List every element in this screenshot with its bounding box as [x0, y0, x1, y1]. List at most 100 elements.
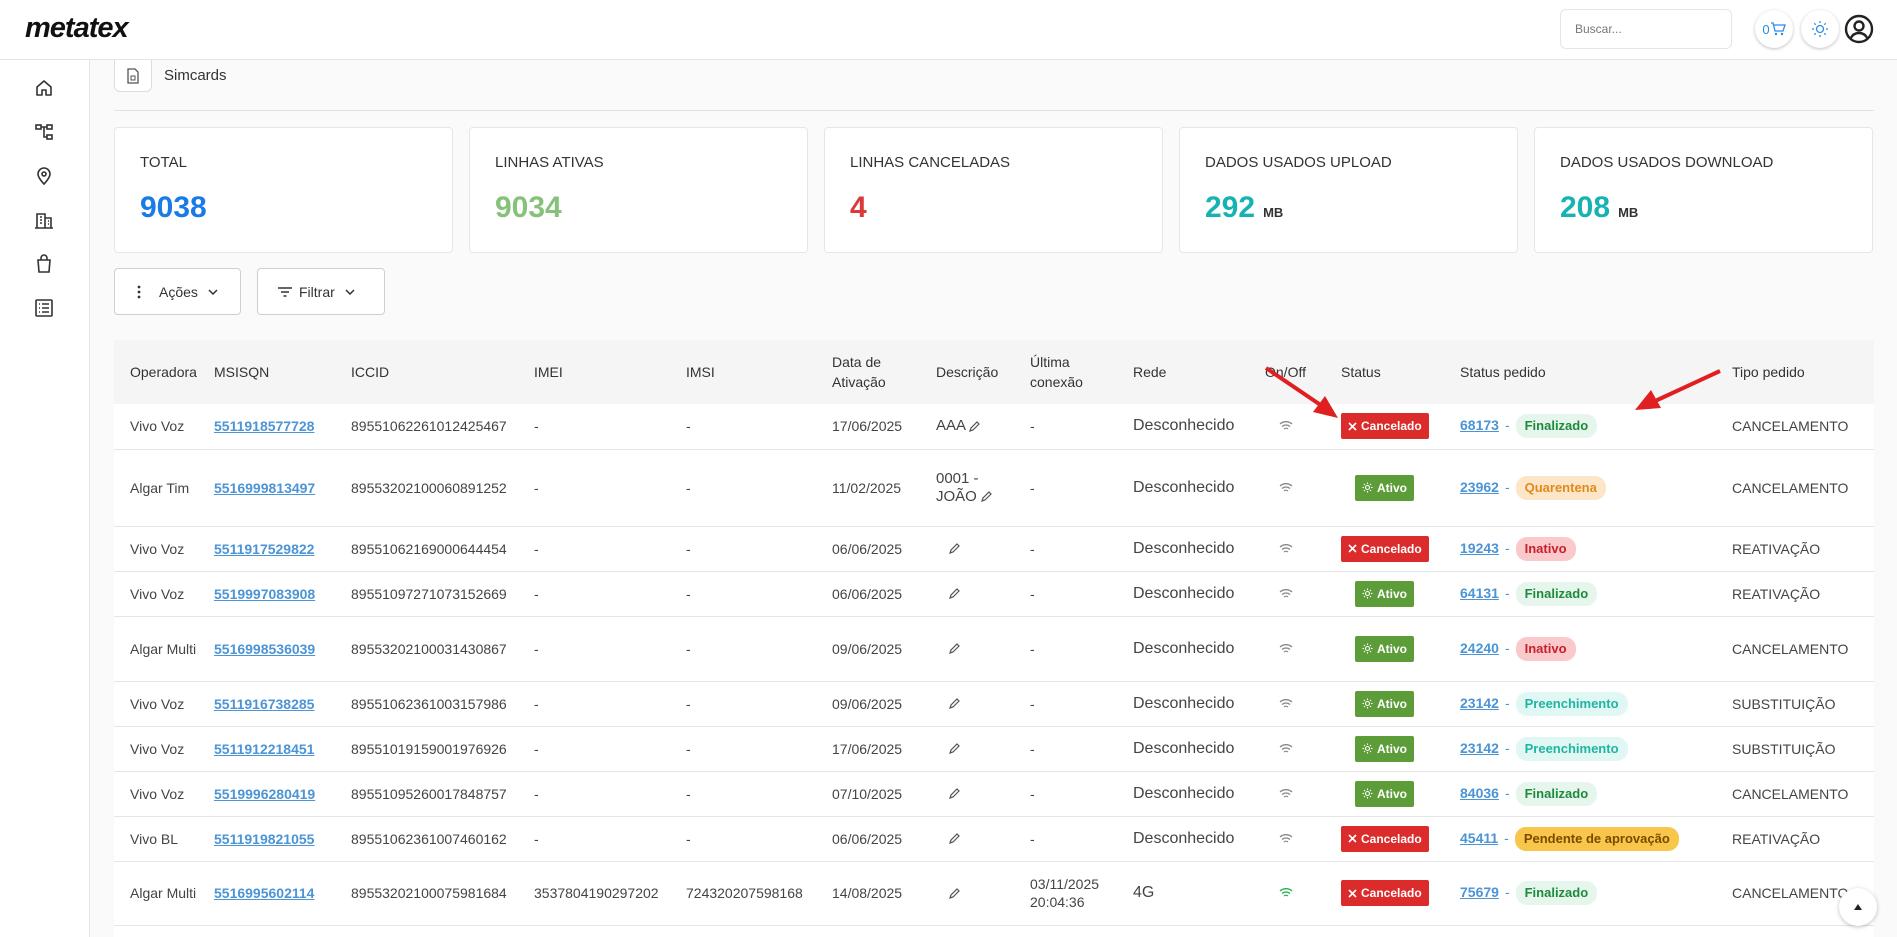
sidebar-item-buildings[interactable] [31, 207, 57, 233]
column-header[interactable]: Status pedido [1460, 364, 1546, 380]
table-row[interactable]: Vivo BL 5511919821055 89551062361007460162… [114, 816, 1874, 862]
edit-icon[interactable] [949, 788, 960, 799]
msisdn-link[interactable]: 5516998536039 [214, 640, 316, 657]
column-header[interactable]: Tipo pedido [1732, 364, 1805, 380]
sidebar-item-list[interactable] [31, 295, 57, 321]
table-row[interactable]: Algar Tim 5516999813497 895532021000608912… [114, 449, 1874, 527]
edit-icon[interactable] [969, 420, 981, 432]
column-header[interactable]: Status [1341, 364, 1381, 380]
actions-button[interactable]: Ações [114, 268, 241, 315]
sidebar-item-location[interactable] [31, 163, 57, 189]
cart-button[interactable]: 0 [1755, 10, 1793, 48]
pedido-link[interactable]: 75679 [1460, 884, 1499, 900]
table-row[interactable]: Algar Multi 5516995602114 8955320210007598… [114, 861, 1874, 926]
cell-status: Ativo [1325, 771, 1444, 817]
x-icon [1348, 888, 1357, 898]
column-header[interactable]: Descrição [936, 364, 999, 380]
separator: - [1504, 784, 1510, 801]
edit-icon[interactable] [949, 887, 960, 899]
msisdn-link[interactable]: 5511916738285 [214, 695, 315, 712]
edit-icon[interactable] [981, 491, 992, 502]
cell-imei: - [518, 681, 670, 727]
column-header[interactable]: Rede [1133, 364, 1167, 380]
scroll-to-top-button[interactable] [1839, 888, 1877, 926]
column-header[interactable]: Data de Ativação [832, 354, 886, 390]
msisdn-link[interactable]: 5516995602114 [214, 885, 315, 901]
column-header[interactable]: IMSI [686, 364, 715, 380]
cell-status-pedido: 75679- Finalizado [1444, 861, 1716, 926]
column-header[interactable]: MSISQN [214, 364, 270, 380]
msisdn-link[interactable]: 5516999813497 [214, 479, 316, 496]
table-row[interactable]: Vivo Voz 5519997083908 8955109727107315266… [114, 571, 1874, 617]
table-row[interactable]: Vivo Voz 5511917529822 8955106216900064445… [114, 526, 1874, 572]
cell-rede: Desconhecido [1117, 404, 1249, 450]
cell-status-pedido: 19243- Inativo [1444, 526, 1716, 572]
pedido-link[interactable]: 23142 [1460, 739, 1499, 756]
cell-ultima-conexao: - [1014, 816, 1117, 862]
pedido-link[interactable]: 23962 [1460, 478, 1499, 495]
status-badge-label: Ativo [1377, 641, 1407, 656]
cell-operadora: Algar Multi [114, 861, 198, 926]
edit-icon[interactable] [949, 743, 960, 754]
cell-ultima-conexao: - [1014, 771, 1117, 817]
msisdn-link[interactable]: 5519997083908 [214, 585, 316, 602]
edit-icon[interactable] [949, 833, 960, 844]
stat-card-number: 9038 [140, 191, 207, 224]
wifi-offline-icon [1279, 482, 1293, 492]
wifi-offline-icon [1279, 588, 1293, 598]
theme-toggle-button[interactable] [1801, 10, 1839, 48]
sidebar-item-orders[interactable] [31, 251, 57, 277]
cell-rede: Desconhecido [1117, 771, 1249, 817]
msisdn-link[interactable]: 5511917529822 [214, 540, 315, 557]
wifi-offline-icon [1279, 543, 1293, 553]
edit-icon[interactable] [949, 698, 960, 709]
sidebar-item-home[interactable] [31, 75, 57, 101]
cell-data-ativacao: 09/06/2025 [816, 681, 920, 727]
pedido-link[interactable]: 24240 [1460, 639, 1499, 656]
table-row[interactable]: Algar Multi 5516998536039 8955320210003143… [114, 616, 1874, 682]
app-logo[interactable]: metatex [25, 12, 129, 44]
msisdn-link[interactable]: 5519996280419 [214, 785, 316, 802]
cell-on-off [1249, 449, 1325, 527]
column-header[interactable]: Última conexão [1030, 354, 1083, 390]
edit-icon[interactable] [949, 643, 960, 654]
msisdn-link[interactable]: 5511918577728 [214, 418, 315, 435]
cell-on-off [1249, 771, 1325, 817]
wifi-offline-icon [1279, 421, 1293, 430]
cell-iccid: 89551097271073152669 [335, 571, 518, 617]
edit-icon[interactable] [949, 588, 960, 599]
cell-status: Cancelado [1325, 526, 1444, 572]
cell-imei: - [518, 404, 670, 450]
table-row[interactable]: Vivo Voz 5511912218451 8955101915900197692… [114, 726, 1874, 772]
user-circle-icon[interactable] [1843, 13, 1875, 45]
cell-data-ativacao: 07/10/2025 [816, 771, 920, 817]
cell-imsi: - [670, 449, 816, 527]
search-input[interactable] [1560, 9, 1732, 49]
edit-icon[interactable] [949, 543, 960, 554]
table-row[interactable]: Vivo Voz 5511916738285 8955106236100315798… [114, 681, 1874, 727]
sidebar-item-hierarchy[interactable] [31, 119, 57, 145]
column-header[interactable]: ICCID [351, 364, 390, 380]
wifi-offline-icon [1279, 698, 1293, 708]
msisdn-link[interactable]: 5511919821055 [214, 830, 315, 847]
cell-status-pedido: 68173- Finalizado [1444, 404, 1716, 450]
filter-button[interactable]: Filtrar [257, 268, 385, 315]
cell-ultima-conexao: - [1014, 571, 1117, 617]
table-row[interactable]: Vivo Voz 5519996280419 8955109526001784875… [114, 771, 1874, 817]
wifi-offline-icon [1279, 743, 1293, 753]
stat-card-label: DADOS USADOS DOWNLOAD [1560, 154, 1774, 171]
msisdn-link[interactable]: 5511912218451 [214, 740, 315, 757]
column-header[interactable]: Operadora [130, 364, 197, 380]
cell-iccid: 89551062169000644454 [335, 526, 518, 572]
pedido-link[interactable]: 64131 [1460, 584, 1499, 601]
table-row[interactable]: Vivo Voz 5511918577728 8955106226101242546… [114, 404, 1874, 450]
pedido-link[interactable]: 84036 [1460, 784, 1499, 801]
pedido-link[interactable]: 23142 [1460, 694, 1499, 711]
column-header[interactable]: IMEI [534, 364, 563, 380]
separator: - [1504, 694, 1510, 711]
pedido-link[interactable]: 45411 [1460, 829, 1499, 846]
order-status-pill: Preenchimento [1515, 691, 1628, 716]
pedido-link[interactable]: 19243 [1460, 539, 1499, 556]
cell-rede: Desconhecido [1117, 616, 1249, 682]
pedido-link[interactable]: 68173 [1460, 417, 1499, 434]
